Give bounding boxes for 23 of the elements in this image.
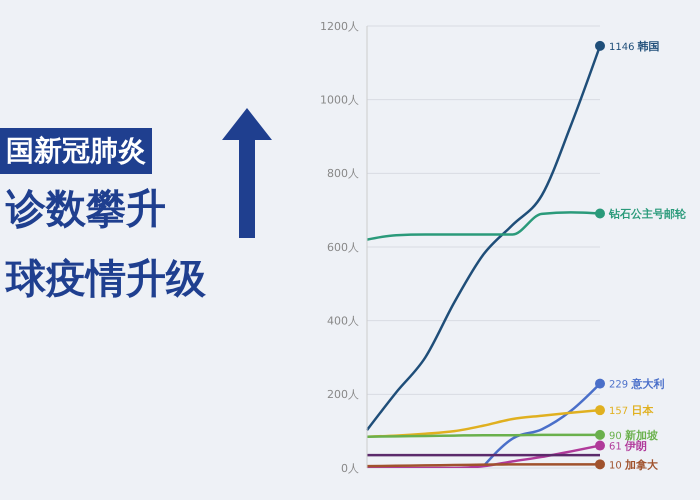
series-label: 伊朗	[624, 440, 647, 453]
y-tick-label: 200人	[327, 388, 359, 402]
text: 诊数攀升	[4, 185, 167, 234]
text: 日本	[631, 404, 654, 418]
data-label: 157	[609, 406, 632, 418]
y-tick-label: 1200人	[320, 20, 359, 33]
y-tick-label: 800人	[327, 167, 359, 180]
data-label: 1146	[609, 42, 638, 53]
series-label: 新加坡	[624, 428, 659, 442]
data-label: 61	[609, 442, 625, 453]
text: 球疫情升级	[4, 255, 207, 304]
data-label: 90	[609, 430, 625, 442]
series-label: 加拿大	[624, 458, 659, 472]
y-tick-label: 400人	[327, 314, 359, 328]
y-tick-label: 600人	[327, 240, 359, 254]
data-label: 229	[609, 380, 632, 391]
series-label: 钻石公主号邮轮	[608, 207, 687, 220]
data-label: 10	[609, 460, 625, 472]
y-tick-label: 1000人	[320, 94, 359, 107]
text: 国新冠肺炎	[0, 128, 152, 174]
text: 意大利	[630, 378, 664, 391]
y-tick-label: 0人	[341, 462, 359, 475]
text: 韩国	[636, 40, 660, 53]
